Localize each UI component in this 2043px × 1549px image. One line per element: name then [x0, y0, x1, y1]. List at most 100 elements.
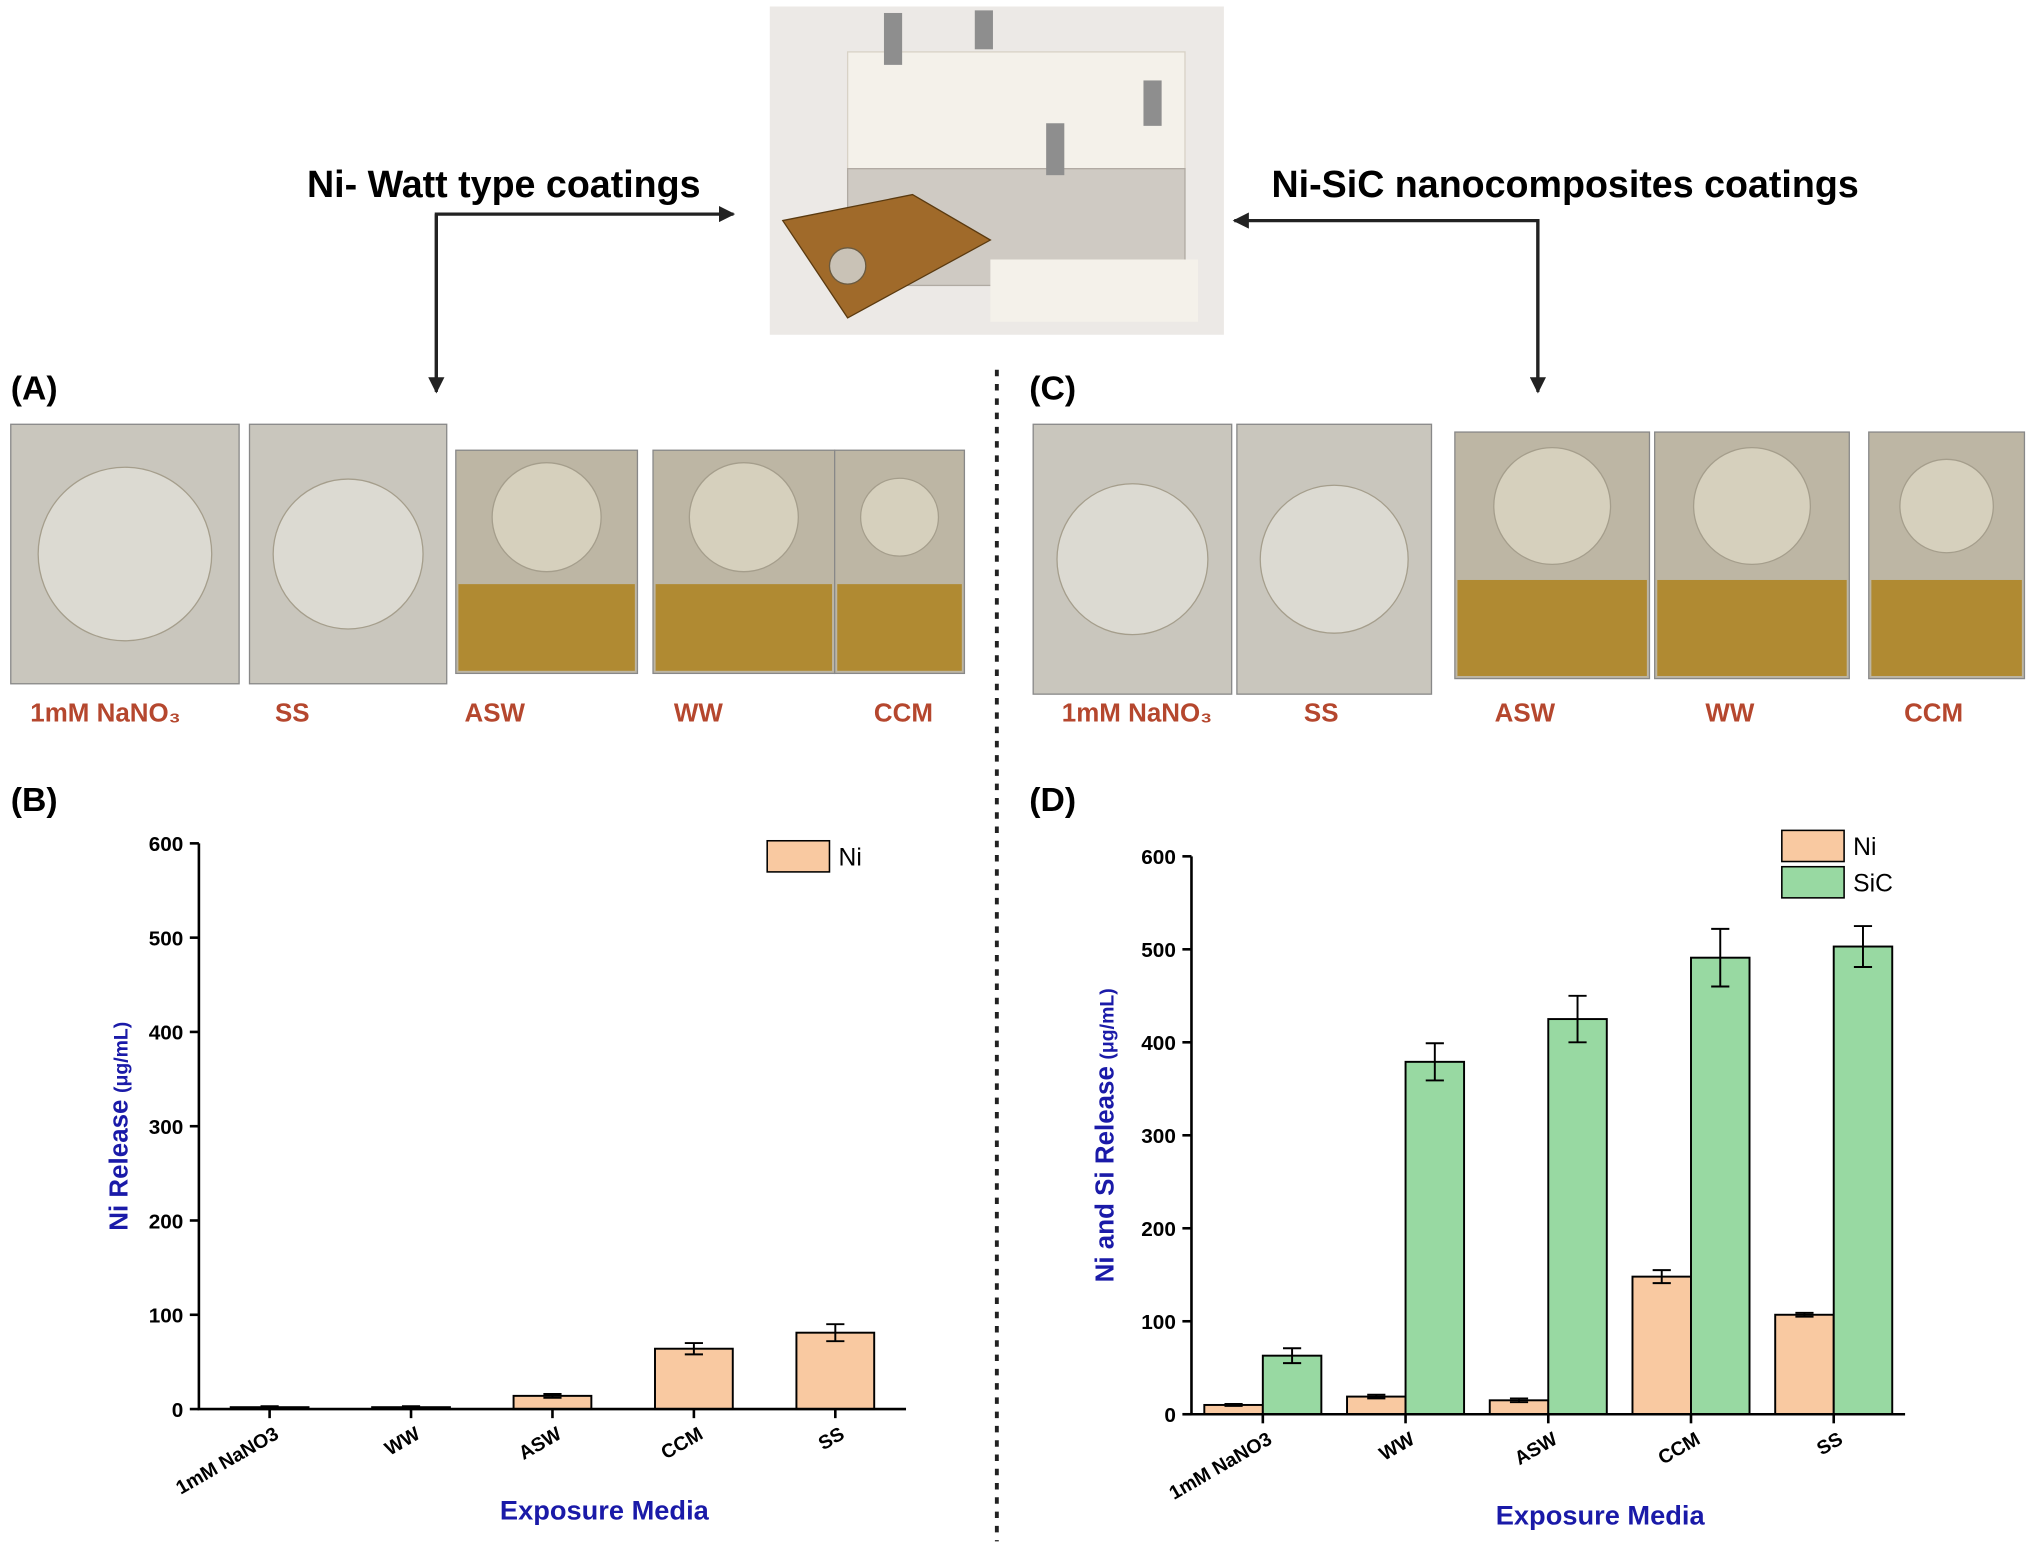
coating-spot — [688, 462, 799, 573]
charts: 0 100 200 300 400 500 600 1mM NaNO3 WW ASW CCM SS Ni… — [106, 829, 1906, 1531]
heading: Ni- Watt type coatings — [307, 163, 701, 205]
legend-label: Ni — [1853, 834, 1876, 861]
sample-tape — [837, 584, 962, 671]
legend-swatch — [1781, 865, 1845, 899]
bar — [795, 1331, 876, 1411]
error-bar — [1652, 1269, 1671, 1285]
y-axis-label-text: Ni Release — [106, 1100, 134, 1231]
coating-spot — [859, 477, 940, 557]
sample-photos: 1mM NaNO₃ SS ASW WW CCM 1mM NaNO₃ SS ASW WW CCM — [10, 423, 2026, 727]
sample-caption: CCM — [874, 699, 933, 727]
sample-caption: WW — [1705, 699, 1754, 727]
x-tick-label: WW — [381, 1423, 424, 1461]
legend-label: SiC — [1853, 870, 1893, 897]
y-tick-label: 600 — [149, 833, 184, 856]
bar — [1690, 956, 1751, 1416]
error-bar — [1425, 1042, 1444, 1082]
y-tick-label: 400 — [1141, 1032, 1176, 1055]
sample-caption: CCM — [1904, 699, 1963, 727]
coating-spot — [1899, 458, 1994, 554]
sample-caption: WW — [674, 699, 723, 727]
panel-label: (A) — [11, 370, 58, 408]
y-axis-label-text: Ni and Si Release — [1092, 1066, 1120, 1282]
y-axis-label-unit: (μg/mL) — [1097, 988, 1119, 1059]
error-bar — [1224, 1403, 1243, 1407]
coating-spot — [491, 462, 602, 573]
bar — [1832, 945, 1894, 1416]
error-bar — [826, 1323, 845, 1343]
arrows — [428, 205, 1547, 394]
y-axis-label: Ni and Si Release (μg/mL) — [1092, 988, 1120, 1282]
y-tick-label: 600 — [1141, 846, 1176, 869]
coating-spot — [1056, 483, 1209, 636]
sample-caption: ASW — [1495, 699, 1556, 727]
y-tick-label: 100 — [149, 1305, 184, 1328]
panel-label: (D) — [1029, 781, 1076, 819]
axes — [1190, 856, 1906, 1416]
axes — [197, 843, 907, 1411]
coating-spot — [37, 466, 213, 642]
y-tick-label: 500 — [1141, 939, 1176, 962]
y-tick-label: 500 — [149, 927, 184, 950]
bar — [1631, 1275, 1692, 1416]
x-tick-label: ASW — [1511, 1428, 1562, 1470]
legend-swatch — [1781, 829, 1845, 863]
error-bar — [1568, 994, 1587, 1044]
error-bar — [1509, 1397, 1529, 1404]
x-axis-label: Exposure Media — [1496, 1500, 1706, 1531]
sample-caption: SS — [1304, 699, 1339, 727]
y-tick-label: 0 — [1164, 1404, 1176, 1427]
sample-tape — [1871, 579, 2022, 676]
error-bar — [1367, 1393, 1386, 1400]
chart: 0 100 200 300 400 500 600 1mM NaNO3 WW ASW CCM SS Ni… — [106, 833, 907, 1525]
sample-caption: SS — [275, 699, 310, 727]
heading: Ni-SiC nanocomposites coatings — [1272, 163, 1859, 205]
legend-swatch — [766, 839, 831, 873]
error-bar — [1283, 1347, 1302, 1365]
panel-label: (B) — [11, 781, 58, 819]
x-tick-label: 1mM NaNO3 — [172, 1423, 282, 1499]
y-tick-label: 200 — [1141, 1218, 1176, 1241]
y-tick-label: 200 — [149, 1210, 184, 1233]
legend-label: Ni — [839, 844, 862, 871]
error-bar — [1853, 925, 1873, 968]
bar — [1774, 1313, 1835, 1416]
x-tick-label: ASW — [515, 1423, 566, 1465]
y-axis-label: Ni Release (μg/mL) — [106, 1022, 134, 1231]
y-tick-label: 300 — [1141, 1125, 1176, 1148]
sample-caption: ASW — [464, 699, 525, 727]
x-tick-label: SS — [815, 1423, 848, 1455]
sample-tape — [655, 584, 833, 671]
device-photo — [769, 6, 1224, 335]
bar — [1547, 1018, 1608, 1416]
y-tick-label: 0 — [172, 1399, 184, 1422]
bar — [1261, 1354, 1323, 1416]
coating-spot — [272, 478, 424, 630]
sample-caption: 1mM NaNO₃ — [30, 699, 180, 727]
bar — [1404, 1060, 1466, 1416]
y-tick-label: 400 — [149, 1022, 184, 1045]
sample-caption: 1mM NaNO₃ — [1062, 699, 1212, 727]
sample-tape — [458, 584, 635, 671]
x-tick-label: CCM — [657, 1423, 706, 1464]
coating-spot — [1493, 446, 1612, 566]
bar — [654, 1347, 734, 1411]
x-tick-label: SS — [1813, 1428, 1846, 1460]
coating-spot — [1692, 446, 1812, 566]
y-tick-label: 300 — [149, 1116, 184, 1139]
error-bar — [684, 1342, 703, 1356]
sample-tape — [1457, 579, 1647, 676]
x-tick-label: CCM — [1655, 1428, 1704, 1469]
x-tick-label: WW — [1376, 1428, 1419, 1466]
panel-label: (C) — [1029, 370, 1076, 408]
y-axis-label-unit: (μg/mL) — [111, 1022, 133, 1093]
error-bar — [1795, 1311, 1814, 1318]
coating-spot — [1259, 484, 1409, 634]
sample-tape — [1657, 579, 1847, 676]
y-tick-label: 100 — [1141, 1311, 1176, 1334]
error-bar — [543, 1392, 562, 1399]
x-tick-label: 1mM NaNO3 — [1165, 1428, 1275, 1504]
chart: 0 100 200 300 400 500 600 1mM NaNO3 WW ASW CCM SS Ni… — [1092, 829, 1906, 1531]
x-axis-label: Exposure Media — [500, 1494, 710, 1525]
